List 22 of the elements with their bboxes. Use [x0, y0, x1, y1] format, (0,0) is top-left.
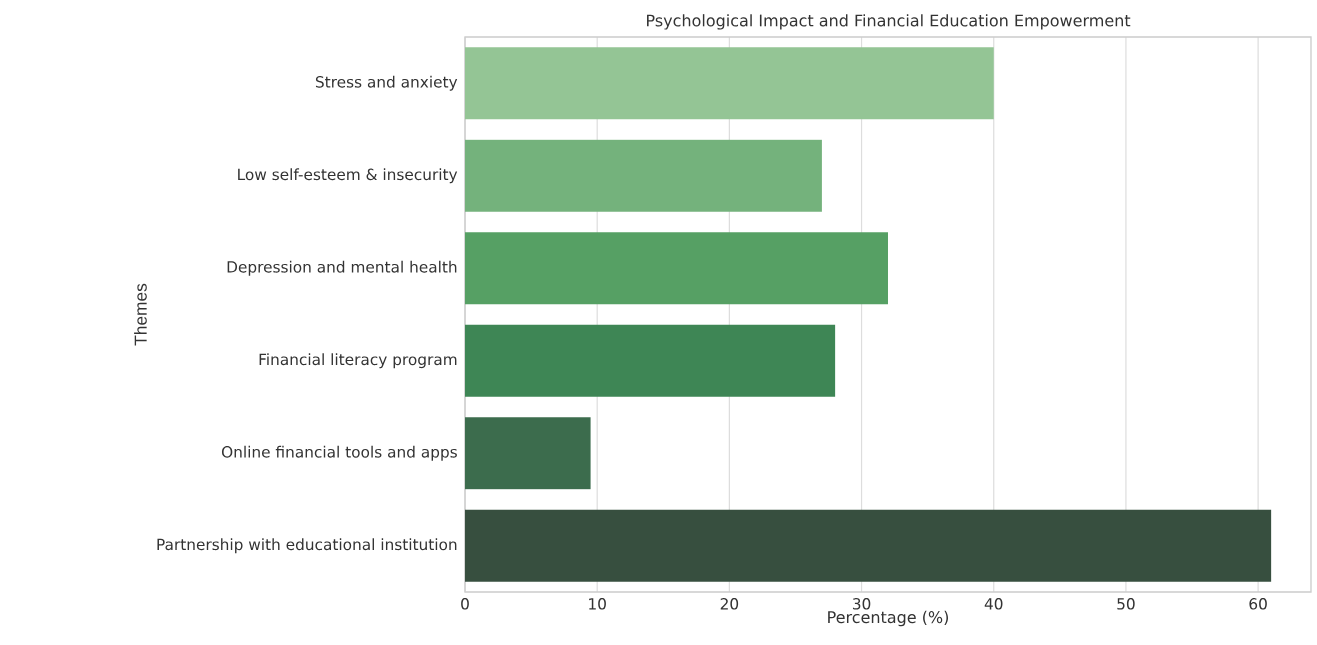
bar	[465, 509, 1272, 582]
bar	[465, 232, 888, 305]
bar	[465, 47, 994, 120]
bar	[465, 139, 822, 212]
x-tick-label: 20	[720, 598, 739, 610]
x-tick-label: 10	[589, 598, 606, 610]
chart-title: Psychological Impact and Financial Education Empowerment	[647, 14, 1131, 30]
bar	[465, 324, 836, 397]
x-tick-label: 50	[1117, 598, 1135, 610]
x-tick-label: 30	[852, 598, 871, 610]
x-axis-title: Percentage (%)	[828, 610, 948, 627]
y-tick-label: Stress and anxiety	[315, 75, 458, 91]
bar	[465, 417, 591, 490]
x-tick-label: 60	[1249, 598, 1267, 610]
y-tick-label: Partnership with educational institution	[157, 538, 457, 554]
y-tick-label: Low self-esteem & insecurity	[238, 168, 458, 184]
x-tick-label: 0	[461, 598, 469, 610]
y-tick-label: Online financial tools and apps	[221, 445, 457, 461]
y-tick-label: Depression and mental health	[227, 260, 457, 276]
x-tick-label: 40	[984, 598, 1003, 610]
y-axis-title: Themes	[134, 283, 147, 346]
y-tick-label: Financial literacy program	[259, 353, 457, 369]
